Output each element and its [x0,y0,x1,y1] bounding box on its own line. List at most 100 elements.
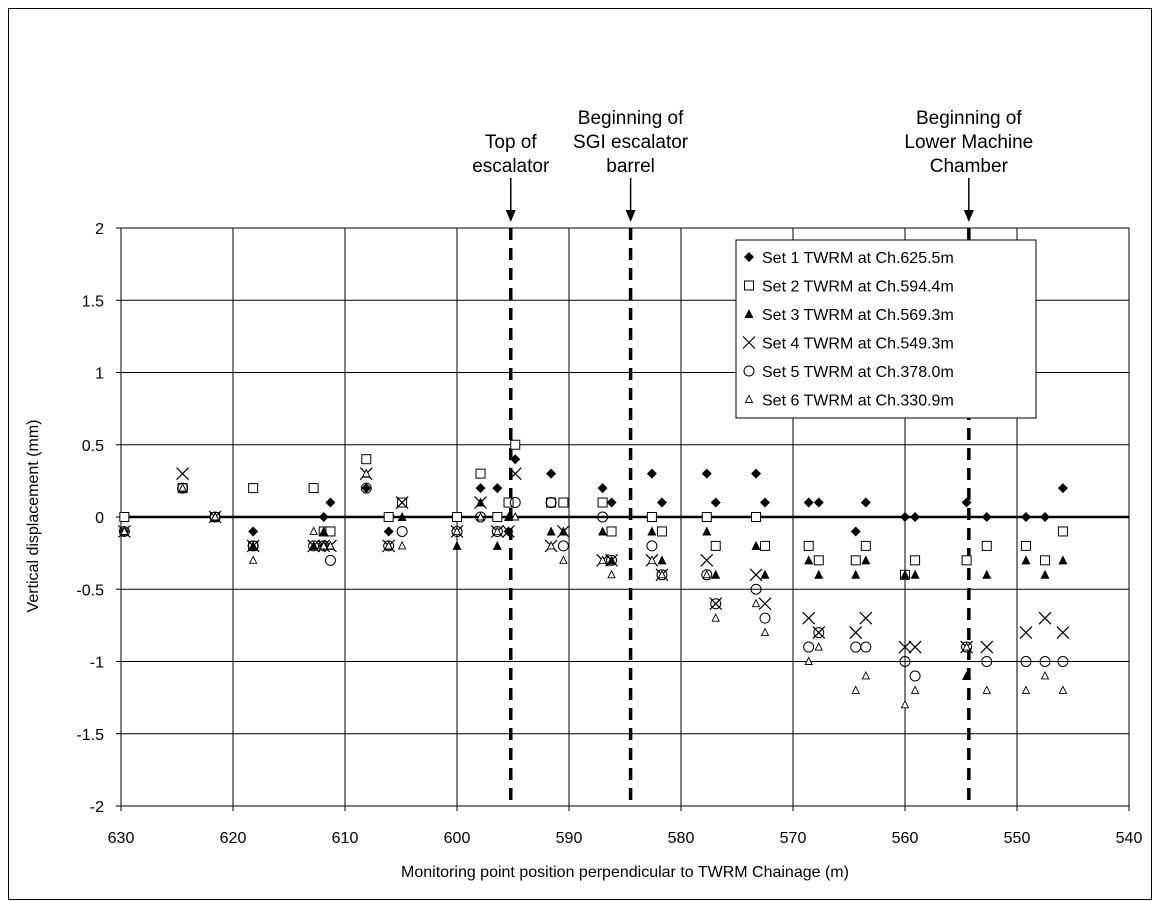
point [749,568,763,582]
data-points [117,439,1070,709]
point [597,483,608,494]
point [474,496,487,509]
point [510,454,521,465]
legend-item: Set 3 TWRM at Ch.569.3m [744,307,954,324]
point [751,512,762,522]
point [814,569,824,579]
point [475,483,486,494]
point [851,685,860,694]
point [247,540,259,552]
legend-label: Set 2 TWRM at Ch.594.4m [762,279,954,296]
y-axis-label: Vertical displacement (mm) [25,420,42,613]
point [248,526,259,537]
point [900,699,910,709]
legend-item: Set 1 TWRM at Ch.625.5m [744,250,954,267]
y-tick-label: 0.5 [82,438,104,455]
point [760,497,770,508]
point [1057,526,1068,537]
point [452,526,462,535]
point [1019,626,1033,640]
point [1058,685,1068,694]
point [248,555,258,564]
point [396,525,408,537]
point [711,613,720,622]
legend-marker [744,394,754,403]
point [383,512,394,522]
chart-frame [8,8,1152,900]
annotation-arrow-head [963,210,974,222]
point [760,627,770,637]
point [900,512,910,522]
point [546,540,556,550]
point [814,642,823,651]
point [1038,611,1052,625]
legend-label: Set 4 TWRM at Ch.549.3m [762,336,954,353]
point [759,612,771,624]
point [509,497,521,509]
y-tick-label: -2 [90,799,104,816]
legend-label: Set 1 TWRM at Ch.625.5m [762,250,954,267]
point [308,483,319,494]
point [760,569,770,579]
legend-item: Set 5 TWRM at Ch.378.0m [743,364,954,381]
point [804,656,813,665]
point [711,569,721,579]
point [802,611,816,625]
annotation-arrow-head [505,210,516,222]
point [710,497,721,508]
point [860,641,872,653]
point [647,526,657,536]
point [1056,626,1070,640]
series [119,439,1068,580]
point [751,598,761,608]
point [546,468,557,479]
point [701,468,712,479]
y-tick-label: 2 [95,221,104,238]
point [710,540,721,551]
point [493,526,502,535]
legend-box [735,239,1037,419]
legend-label: Set 5 TWRM at Ch.378.0m [762,364,954,381]
point [395,496,409,509]
point [384,540,393,550]
series [120,468,1068,709]
point [324,554,336,566]
legend-marker [743,365,755,377]
point [325,497,336,508]
y-tick-label: 1.5 [82,293,104,310]
point [1040,555,1050,566]
point [492,540,502,550]
point [656,497,667,508]
point [326,540,335,550]
point [850,526,861,537]
annotation-arrow-head [625,210,636,222]
x-tick-label: 560 [892,830,919,847]
point [849,626,863,640]
point [962,642,971,651]
point [860,540,871,551]
point [803,641,815,653]
point [812,626,826,640]
point [657,555,667,565]
point [319,526,329,536]
x-tick-label: 540 [1116,830,1143,847]
x-tick-label: 580 [668,830,695,847]
point [910,569,920,579]
point [319,540,328,550]
point [646,512,657,522]
x-tick-label: 550 [1004,830,1031,847]
point [758,597,772,611]
point [397,512,407,521]
legend-label: Set 6 TWRM at Ch.330.9m [762,393,954,410]
point [751,468,762,479]
point [120,526,129,535]
point [502,525,515,538]
point [982,569,992,579]
point [1058,555,1068,565]
point [702,526,712,536]
y-tick-label: -1 [90,655,104,672]
series [119,468,1068,680]
point [961,497,972,508]
annotation-label: Lower Machine [904,132,1033,153]
point [452,512,462,522]
